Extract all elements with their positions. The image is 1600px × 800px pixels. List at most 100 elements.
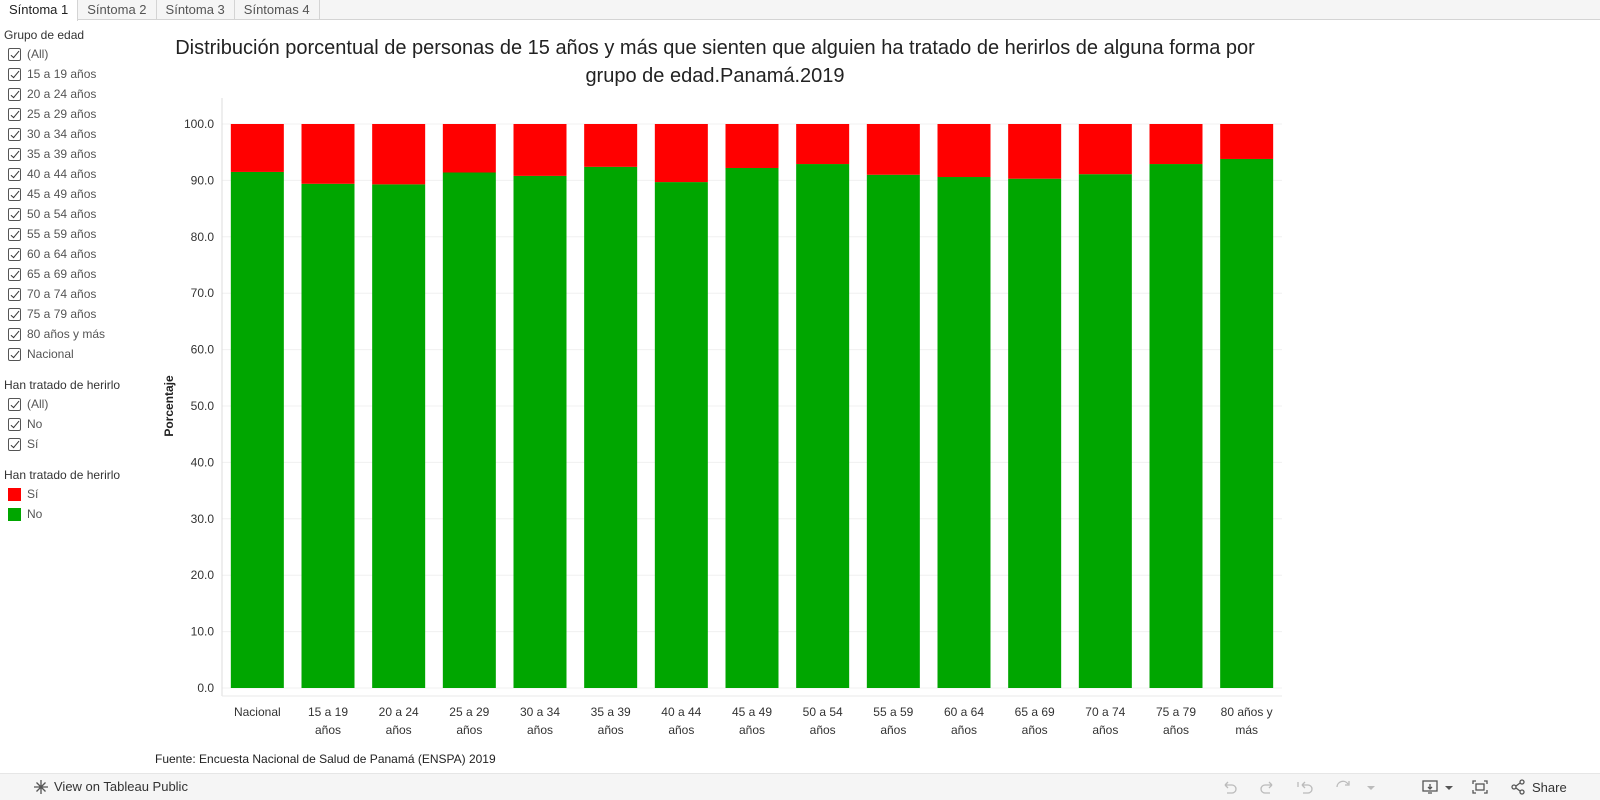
age-filter-item[interactable]: 75 a 79 años bbox=[0, 304, 150, 324]
checkbox-checked-icon[interactable] bbox=[8, 267, 21, 281]
harm-filter-item[interactable]: Sí bbox=[0, 434, 150, 454]
bar-segment-si[interactable] bbox=[442, 124, 496, 173]
bar-segment-no[interactable] bbox=[1008, 178, 1062, 688]
checkbox-checked-icon[interactable] bbox=[8, 187, 21, 201]
age-filter-item[interactable]: 50 a 54 años bbox=[0, 204, 150, 224]
harm-filter-item[interactable]: No bbox=[0, 414, 150, 434]
harm-filter-item[interactable]: (All) bbox=[0, 394, 150, 414]
checkbox-checked-icon[interactable] bbox=[8, 107, 21, 121]
age-filter-item[interactable]: 80 años y más bbox=[0, 324, 150, 344]
checkbox-checked-icon[interactable] bbox=[8, 397, 21, 411]
bar-segment-no[interactable] bbox=[513, 175, 567, 688]
checkbox-checked-icon[interactable] bbox=[8, 47, 21, 61]
bar-segment-si[interactable] bbox=[654, 124, 708, 183]
tab-sintoma-1[interactable]: Síntoma 1 bbox=[0, 0, 79, 21]
bar-segment-no[interactable] bbox=[442, 172, 496, 688]
x-tick-label: 65 a 69 bbox=[1015, 705, 1055, 719]
harm-filter-label: No bbox=[27, 417, 43, 431]
bar-segment-no[interactable] bbox=[866, 174, 920, 688]
y-tick-label: 40.0 bbox=[191, 455, 215, 469]
bar-segment-no[interactable] bbox=[230, 171, 284, 688]
bar-segment-no[interactable] bbox=[725, 167, 779, 688]
checkbox-checked-icon[interactable] bbox=[8, 417, 21, 431]
checkbox-checked-icon[interactable] bbox=[8, 147, 21, 161]
tab-sintoma-2[interactable]: Síntoma 2 bbox=[78, 0, 157, 20]
bar-segment-no[interactable] bbox=[1078, 174, 1132, 689]
bar-segment-no[interactable] bbox=[372, 184, 426, 688]
bar-segment-si[interactable] bbox=[937, 124, 991, 178]
y-tick-label: 0.0 bbox=[197, 681, 214, 695]
checkbox-checked-icon[interactable] bbox=[8, 127, 21, 141]
refresh-icon[interactable] bbox=[1334, 779, 1352, 795]
view-on-tableau-link[interactable]: View on Tableau Public bbox=[34, 779, 188, 794]
fullscreen-icon[interactable] bbox=[1471, 779, 1489, 795]
age-filter-item[interactable]: 55 a 59 años bbox=[0, 224, 150, 244]
checkbox-checked-icon[interactable] bbox=[8, 227, 21, 241]
age-filter-item[interactable]: 30 a 34 años bbox=[0, 124, 150, 144]
tab-sintoma-3[interactable]: Síntoma 3 bbox=[157, 0, 235, 20]
age-filter-label: 75 a 79 años bbox=[27, 307, 97, 321]
bar-segment-no[interactable] bbox=[937, 177, 991, 688]
bar-segment-si[interactable] bbox=[1078, 124, 1132, 175]
bar-segment-no[interactable] bbox=[1149, 164, 1203, 688]
checkbox-checked-icon[interactable] bbox=[8, 307, 21, 321]
age-filter-item[interactable]: 65 a 69 años bbox=[0, 264, 150, 284]
legend-swatch bbox=[8, 507, 21, 521]
download-dropdown-icon[interactable] bbox=[1440, 779, 1458, 795]
checkbox-checked-icon[interactable] bbox=[8, 87, 21, 101]
checkbox-checked-icon[interactable] bbox=[8, 207, 21, 221]
checkbox-checked-icon[interactable] bbox=[8, 247, 21, 261]
checkbox-checked-icon[interactable] bbox=[8, 287, 21, 301]
bar-segment-si[interactable] bbox=[866, 124, 920, 175]
checkbox-checked-icon[interactable] bbox=[8, 167, 21, 181]
age-filter-label: 50 a 54 años bbox=[27, 207, 97, 221]
age-filter-item[interactable]: 20 a 24 años bbox=[0, 84, 150, 104]
redo-icon[interactable] bbox=[1259, 779, 1277, 795]
age-filter-item[interactable]: 15 a 19 años bbox=[0, 64, 150, 84]
bar-segment-no[interactable] bbox=[796, 164, 850, 688]
age-filter-item[interactable]: Nacional bbox=[0, 344, 150, 364]
bar-segment-si[interactable] bbox=[796, 124, 850, 165]
legend-item[interactable]: No bbox=[0, 504, 150, 524]
bar-segment-si[interactable] bbox=[1008, 124, 1062, 179]
age-filter-item[interactable]: 70 a 74 años bbox=[0, 284, 150, 304]
bar-segment-si[interactable] bbox=[725, 124, 779, 168]
y-tick-label: 10.0 bbox=[191, 625, 215, 639]
bar-segment-no[interactable] bbox=[654, 182, 708, 688]
share-button[interactable]: Share bbox=[1510, 779, 1567, 795]
age-filter-item[interactable]: 25 a 29 años bbox=[0, 104, 150, 124]
age-filter-item[interactable]: 35 a 39 años bbox=[0, 144, 150, 164]
x-tick-label: años bbox=[880, 723, 906, 737]
age-filter-item[interactable]: 60 a 64 años bbox=[0, 244, 150, 264]
age-filter-item[interactable]: 40 a 44 años bbox=[0, 164, 150, 184]
bar-segment-si[interactable] bbox=[584, 124, 638, 167]
bar-segment-si[interactable] bbox=[513, 124, 567, 176]
checkbox-checked-icon[interactable] bbox=[8, 347, 21, 361]
bar-segment-si[interactable] bbox=[372, 124, 426, 185]
tab-sintoma-4[interactable]: Síntomas 4 bbox=[235, 0, 320, 20]
bar-segment-no[interactable] bbox=[584, 166, 638, 688]
x-tick-label: años bbox=[598, 723, 624, 737]
age-filter-item[interactable]: (All) bbox=[0, 44, 150, 64]
download-icon[interactable] bbox=[1422, 779, 1440, 795]
x-tick-label: años bbox=[386, 723, 412, 737]
bar-segment-no[interactable] bbox=[1220, 158, 1274, 688]
bar-segment-no[interactable] bbox=[301, 183, 355, 688]
checkbox-checked-icon[interactable] bbox=[8, 67, 21, 81]
checkbox-checked-icon[interactable] bbox=[8, 437, 21, 451]
revert-icon[interactable] bbox=[1296, 779, 1314, 795]
undo-icon[interactable] bbox=[1220, 779, 1238, 795]
bar-segment-si[interactable] bbox=[301, 124, 355, 184]
age-filter-item[interactable]: 45 a 49 años bbox=[0, 184, 150, 204]
age-filter-label: 15 a 19 años bbox=[27, 67, 97, 81]
bar-segment-si[interactable] bbox=[230, 124, 284, 172]
refresh-dropdown-icon[interactable] bbox=[1362, 779, 1380, 795]
legend-item[interactable]: Sí bbox=[0, 484, 150, 504]
x-tick-label: 55 a 59 bbox=[873, 705, 913, 719]
checkbox-checked-icon[interactable] bbox=[8, 327, 21, 341]
bar-segment-si[interactable] bbox=[1149, 124, 1203, 165]
harm-filter-label: Sí bbox=[27, 437, 39, 451]
bar-segment-si[interactable] bbox=[1220, 124, 1274, 159]
harm-filter-title: Han tratado de herirlo bbox=[4, 378, 121, 392]
x-tick-label: años bbox=[1092, 723, 1118, 737]
